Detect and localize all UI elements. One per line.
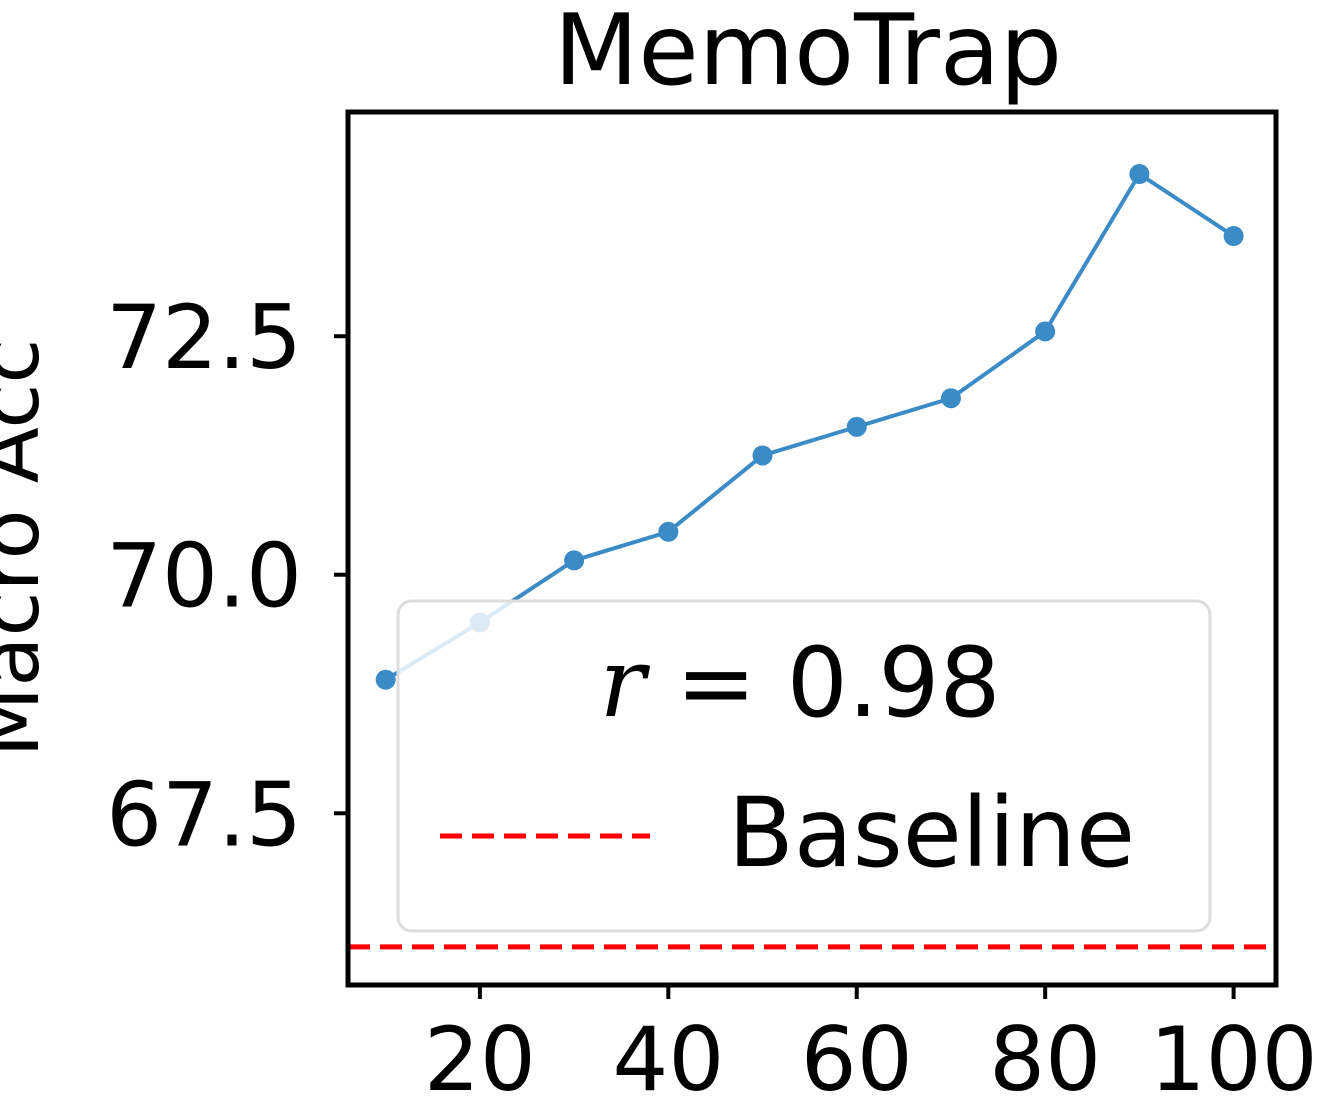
x-tick-label: 40 [612, 1008, 724, 1097]
r-value: = 0.98 [645, 627, 1000, 739]
y-tick-label: 70.0 [106, 525, 302, 628]
data-point [1223, 226, 1244, 247]
legend: r = 0.98 Baseline [396, 599, 1212, 933]
x-tick-label: 80 [989, 1008, 1101, 1097]
data-point [564, 550, 585, 571]
data-point [1035, 321, 1056, 342]
data-point [658, 521, 679, 542]
y-tick-label: 72.5 [106, 286, 302, 389]
plot-frame [345, 109, 1279, 988]
plot-area [348, 164, 1276, 950]
data-point [1129, 164, 1150, 185]
axis-ticks: 20 40 60 80 100 67.5 70.0 72.5 [106, 286, 1318, 1097]
x-tick-label: 100 [1150, 1008, 1318, 1097]
legend-box [396, 599, 1212, 933]
series-line [384, 172, 1235, 682]
x-tick-label: 60 [801, 1008, 913, 1097]
r-symbol: r [599, 627, 650, 739]
data-point [940, 388, 961, 409]
y-axis-label: Macro Acc [0, 338, 58, 757]
x-tick-label: 20 [424, 1008, 536, 1097]
data-point [375, 669, 396, 690]
correlation-annotation: r = 0.98 [599, 627, 1000, 739]
chart-title: MemoTrap [554, 0, 1062, 108]
legend-baseline-label: Baseline [728, 777, 1135, 889]
data-point [752, 445, 773, 466]
data-point [846, 416, 867, 437]
y-tick-label: 67.5 [106, 763, 302, 866]
